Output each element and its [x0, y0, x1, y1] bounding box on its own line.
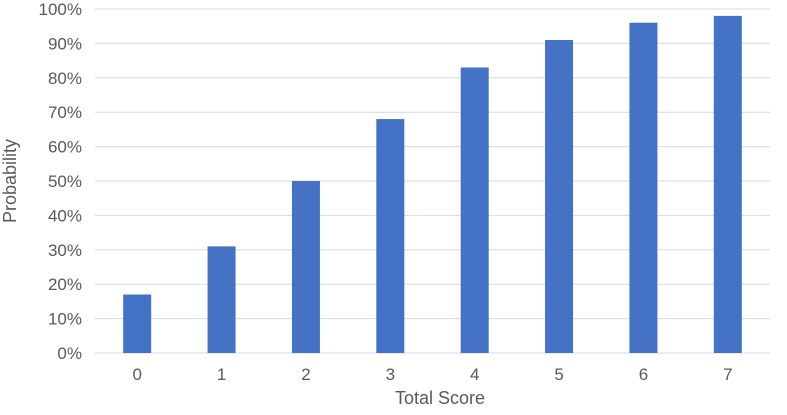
x-tick-label: 1 [217, 365, 226, 384]
x-axis-title: Total Score [395, 388, 485, 408]
x-tick-label: 6 [639, 365, 648, 384]
y-tick-label: 30% [48, 241, 82, 260]
bar-2 [291, 181, 320, 353]
gridlines [95, 8, 770, 354]
y-tick-label: 0% [57, 344, 82, 363]
y-tick-label: 20% [48, 275, 82, 294]
bar-3 [376, 119, 405, 353]
bar-4 [460, 67, 489, 353]
x-axis-ticks: 0 1 2 3 4 5 6 7 [132, 365, 732, 384]
bar-6 [629, 22, 658, 353]
bar-7 [713, 15, 742, 353]
y-tick-label: 60% [48, 138, 82, 157]
x-tick-label: 7 [723, 365, 732, 384]
y-axis-ticks: 0% 10% 20% 30% 40% 50% 60% 70% 80% 90% 100% [39, 0, 82, 363]
x-tick-label: 4 [470, 365, 479, 384]
bar-5 [545, 39, 574, 354]
x-tick-label: 5 [554, 365, 563, 384]
bar-0 [123, 294, 152, 353]
y-tick-label: 40% [48, 206, 82, 225]
x-tick-label: 2 [301, 365, 310, 384]
bars [123, 15, 742, 354]
y-tick-label: 10% [48, 310, 82, 329]
y-tick-label: 90% [48, 34, 82, 53]
x-tick-label: 0 [132, 365, 141, 384]
y-tick-label: 100% [39, 0, 82, 19]
y-tick-label: 50% [48, 172, 82, 191]
y-tick-label: 70% [48, 103, 82, 122]
y-tick-label: 80% [48, 69, 82, 88]
x-tick-label: 3 [386, 365, 395, 384]
bar-1 [207, 246, 236, 353]
y-axis-title: Probability [0, 139, 20, 223]
